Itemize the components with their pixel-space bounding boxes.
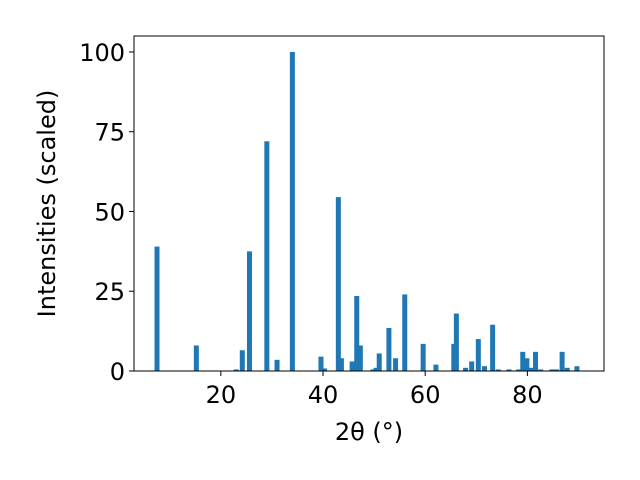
bar — [463, 367, 469, 371]
bar — [246, 251, 252, 371]
bar — [490, 324, 496, 371]
bar — [420, 343, 426, 371]
y-tick-label: 25 — [94, 278, 125, 306]
bar — [520, 351, 526, 371]
bar — [553, 369, 559, 371]
y-tick-label: 0 — [110, 358, 125, 386]
bar — [193, 345, 199, 371]
bars-group — [154, 51, 580, 371]
bar — [373, 367, 379, 371]
x-axis-label: 2θ (°) — [335, 418, 403, 446]
bar — [154, 246, 160, 371]
bar — [264, 141, 270, 371]
bar — [469, 361, 475, 371]
bar — [433, 364, 439, 371]
y-tick-label: 50 — [94, 198, 125, 226]
bar — [274, 359, 280, 371]
bar — [495, 369, 501, 371]
bar — [506, 369, 512, 371]
y-ticks: 0 25 50 75 100 — [79, 39, 134, 386]
bar — [451, 343, 457, 371]
x-ticks: 20 40 60 80 — [206, 371, 543, 409]
y-tick-label: 75 — [94, 119, 125, 147]
bar — [538, 369, 544, 371]
bar — [357, 345, 363, 371]
bar — [475, 339, 481, 371]
bar — [239, 350, 245, 371]
bar — [338, 358, 344, 371]
bar — [453, 313, 459, 371]
bar — [354, 296, 360, 371]
bar — [318, 356, 324, 371]
x-tick-label: 60 — [410, 381, 441, 409]
bar — [322, 368, 328, 371]
bar — [402, 294, 408, 371]
bar — [559, 351, 565, 371]
bar — [393, 358, 399, 371]
bar — [233, 369, 239, 371]
bar — [370, 369, 376, 371]
bar — [386, 327, 392, 371]
y-axis-label: Intensities (scaled) — [33, 90, 61, 318]
bar — [533, 351, 539, 371]
x-tick-label: 20 — [206, 381, 237, 409]
bar — [549, 369, 555, 371]
bar — [376, 353, 382, 371]
bar — [349, 361, 355, 371]
bar — [289, 51, 295, 371]
x-tick-label: 40 — [308, 381, 339, 409]
bar — [574, 366, 580, 371]
bar — [564, 367, 570, 371]
bar — [524, 358, 530, 371]
y-tick-label: 100 — [79, 39, 125, 67]
x-tick-label: 80 — [512, 381, 543, 409]
bar — [335, 197, 341, 371]
bar — [528, 367, 534, 371]
bar — [481, 366, 487, 371]
bar — [516, 369, 522, 371]
plot-frame — [133, 35, 605, 372]
